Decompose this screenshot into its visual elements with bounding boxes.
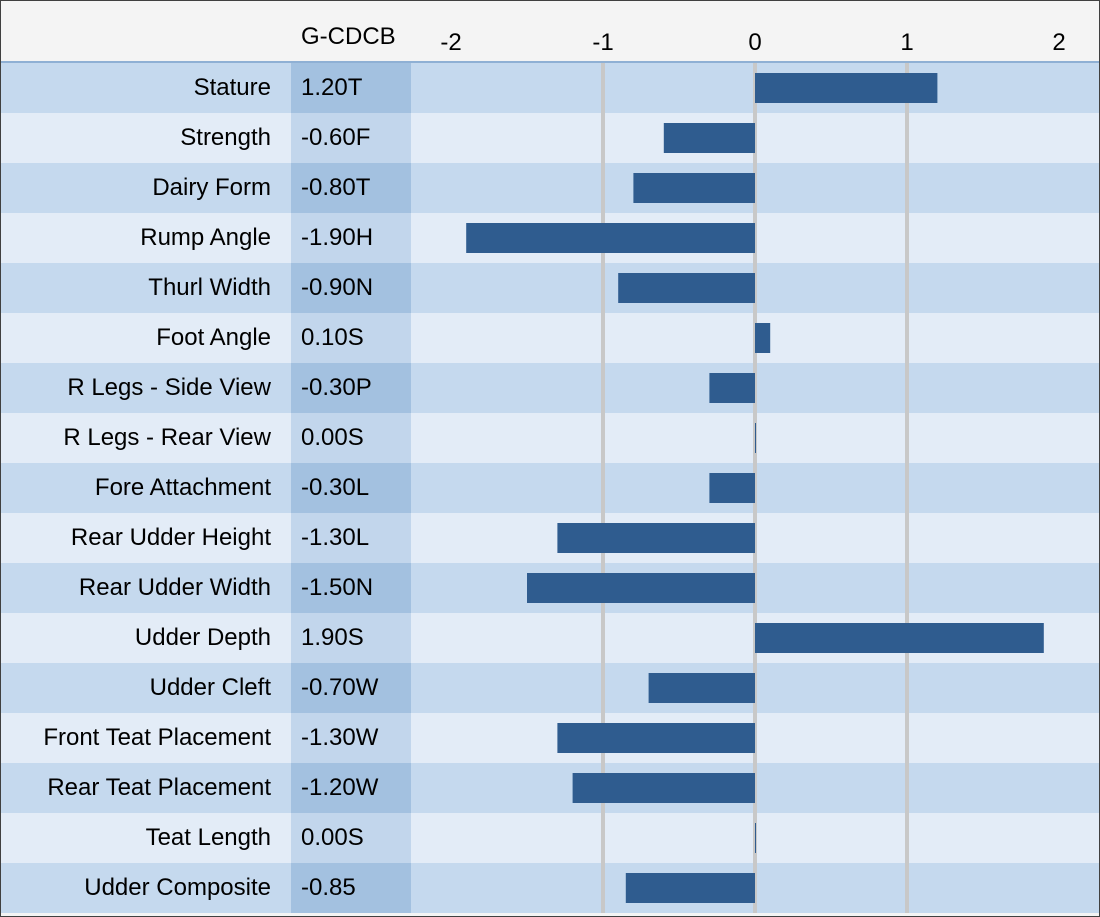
trait-value: 0.10S (291, 313, 411, 363)
bar (755, 73, 938, 103)
trait-label: Rear Udder Width (78, 574, 271, 601)
table-row: Front Teat Placement -1.30W (1, 713, 1099, 763)
trait-label: Fore Attachment (94, 474, 271, 501)
table-row: Udder Cleft -0.70W (1, 663, 1099, 713)
trait-label: Dairy Form (152, 174, 271, 201)
trait-value: -0.60F (291, 113, 411, 163)
x-tick-label: 1 (900, 29, 913, 56)
trait-value: -1.30L (291, 513, 411, 563)
x-tick-label: 0 (748, 29, 761, 56)
table-row: Teat Length 0.00S (1, 813, 1099, 863)
trait-value: -1.50N (291, 563, 411, 613)
table-row: Rear Udder Width -1.50N (1, 563, 1099, 613)
bar (709, 473, 755, 503)
trait-label: R Legs - Rear View (63, 424, 271, 451)
bar (755, 823, 756, 853)
trait-value: 1.20T (291, 63, 411, 113)
bar (648, 673, 755, 703)
trait-value: -1.20W (291, 763, 411, 813)
bar (466, 223, 755, 253)
trait-label: Rump Angle (140, 224, 271, 251)
trait-value: -0.80T (291, 163, 411, 213)
table-row: Strength -0.60F (1, 113, 1099, 163)
trait-value: -0.30L (291, 463, 411, 513)
bar (557, 723, 755, 753)
trait-value: -1.90H (291, 213, 411, 263)
value-column-header: G-CDCB (301, 23, 396, 50)
trait-label: Strength (180, 124, 271, 151)
trait-label: Front Teat Placement (43, 724, 271, 751)
trait-label: Stature (193, 74, 271, 101)
trait-value: -0.30P (291, 363, 411, 413)
bar (709, 373, 755, 403)
bar (633, 173, 755, 203)
trait-label: Udder Depth (134, 624, 271, 651)
trait-value: -0.85 (291, 863, 411, 913)
trait-value: 0.00S (291, 813, 411, 863)
trait-label: Udder Cleft (149, 674, 271, 701)
trait-value: -0.70W (291, 663, 411, 713)
table-row: R Legs - Rear View 0.00S (1, 413, 1099, 463)
bar (755, 323, 771, 353)
table-row: R Legs - Side View -0.30P (1, 363, 1099, 413)
x-tick-label: 2 (1052, 29, 1065, 56)
trait-label: Rear Teat Placement (47, 774, 271, 801)
table-row: Dairy Form -0.80T (1, 163, 1099, 213)
trait-value: 0.00S (291, 413, 411, 463)
table-row: Rear Teat Placement -1.20W (1, 763, 1099, 813)
bar (663, 123, 755, 153)
trait-label: Teat Length (145, 824, 271, 851)
table-row: Thurl Width -0.90N (1, 263, 1099, 313)
bar (625, 873, 755, 903)
bar (755, 623, 1044, 653)
trait-label: R Legs - Side View (67, 374, 271, 401)
table-row: Fore Attachment -0.30L (1, 463, 1099, 513)
bar (755, 423, 756, 453)
table-row: Udder Composite -0.85 (1, 863, 1099, 913)
trait-label: Udder Composite (84, 874, 271, 901)
bar (572, 773, 755, 803)
bar (618, 273, 755, 303)
bar (527, 573, 755, 603)
trait-value: -0.90N (291, 263, 411, 313)
x-tick-label: -1 (592, 29, 613, 56)
x-tick-label: -2 (440, 29, 461, 56)
trait-value: -1.30W (291, 713, 411, 763)
bar (557, 523, 755, 553)
table-row: Rear Udder Height -1.30L (1, 513, 1099, 563)
table-row: Foot Angle 0.10S (1, 313, 1099, 363)
trait-label: Rear Udder Height (70, 524, 271, 551)
header-row: G-CDCB (1, 1, 1099, 63)
trait-label: Thurl Width (148, 274, 271, 301)
trait-label: Foot Angle (156, 324, 271, 351)
trait-value: 1.90S (291, 613, 411, 663)
